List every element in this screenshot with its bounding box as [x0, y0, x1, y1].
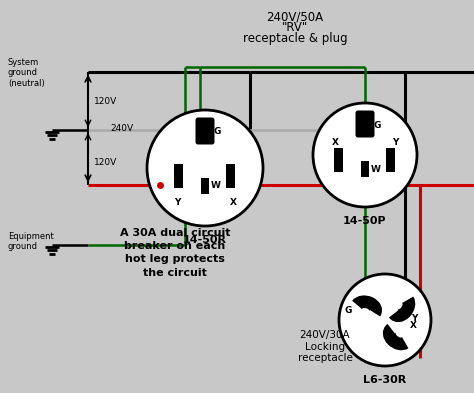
Text: 14-50R: 14-50R	[183, 235, 227, 245]
Bar	[361, 161, 369, 177]
Circle shape	[339, 274, 431, 366]
Circle shape	[147, 110, 263, 226]
Text: Equipment
ground: Equipment ground	[8, 232, 54, 252]
Text: G: G	[345, 307, 352, 316]
Bar	[174, 164, 183, 188]
Text: W: W	[211, 182, 221, 191]
Text: "RV": "RV"	[282, 21, 308, 34]
Bar	[335, 148, 344, 172]
Text: Y: Y	[174, 198, 180, 207]
Text: X: X	[410, 321, 417, 331]
Text: 120V: 120V	[94, 158, 117, 167]
Text: G: G	[214, 127, 221, 136]
Text: A 30A dual circuit
breaker on each
hot leg protects
the circuit: A 30A dual circuit breaker on each hot l…	[120, 228, 230, 277]
Text: Y: Y	[392, 138, 398, 147]
Bar	[227, 164, 236, 188]
Text: W: W	[371, 165, 381, 173]
Text: X: X	[229, 198, 237, 207]
Text: System
ground
(neutral): System ground (neutral)	[8, 58, 45, 88]
Text: 120V: 120V	[94, 97, 117, 105]
Text: G: G	[374, 121, 382, 130]
Text: 240V: 240V	[110, 124, 133, 133]
FancyBboxPatch shape	[195, 118, 215, 145]
Bar	[201, 178, 209, 194]
Text: 14-50P: 14-50P	[343, 216, 387, 226]
Text: X: X	[331, 138, 338, 147]
Circle shape	[313, 103, 417, 207]
Text: 240V/50A: 240V/50A	[266, 10, 324, 23]
FancyBboxPatch shape	[356, 110, 374, 138]
Text: Y: Y	[411, 314, 417, 323]
Bar	[386, 148, 395, 172]
Text: receptacle & plug: receptacle & plug	[243, 32, 347, 45]
Text: 240V/30A
Locking
receptacle: 240V/30A Locking receptacle	[298, 330, 353, 363]
Text: L6-30R: L6-30R	[364, 375, 407, 385]
